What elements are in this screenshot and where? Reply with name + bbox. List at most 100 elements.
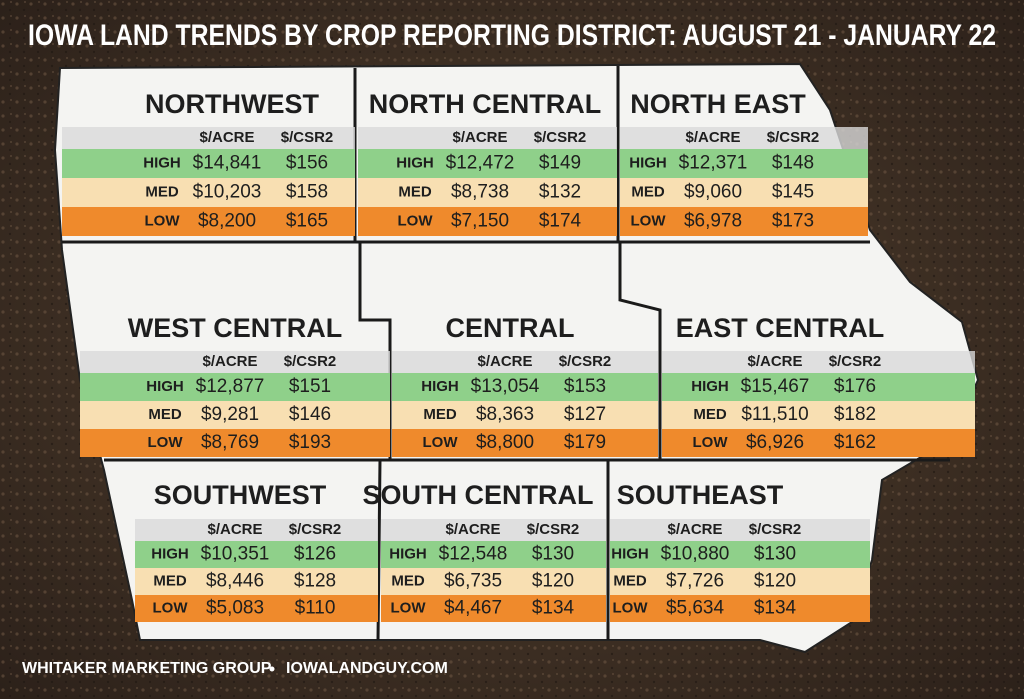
row-band [381, 541, 606, 568]
row-label: LOW [145, 212, 181, 229]
acre-value: $12,548 [439, 544, 508, 565]
column-header: $/ACRE [202, 353, 257, 370]
row-band [392, 373, 658, 401]
title: IOWA LAND TRENDS BY CROP REPORTING DISTR… [28, 19, 996, 52]
row-band [662, 429, 975, 457]
header-band [610, 519, 870, 541]
csr2-value: $126 [294, 544, 336, 565]
row-band [610, 568, 870, 595]
csr2-value: $110 [295, 598, 336, 619]
csr2-value: $130 [754, 544, 796, 565]
district-name: NORTH EAST [630, 89, 806, 119]
column-header: $/ACRE [445, 521, 500, 538]
csr2-value: $158 [286, 182, 328, 203]
acre-value: $11,510 [741, 404, 808, 425]
row-label: MED [153, 572, 187, 589]
acre-value: $5,634 [666, 598, 725, 619]
acre-value: $10,351 [201, 544, 270, 565]
footer-left: WHITAKER MARKETING GROUP [22, 660, 272, 677]
district-name: SOUTHWEST [154, 480, 327, 510]
row-label: HIGH [396, 154, 434, 171]
acre-value: $5,083 [206, 598, 264, 619]
acre-value: $4,467 [444, 598, 502, 619]
csr2-value: $173 [772, 211, 814, 232]
row-band [62, 207, 355, 236]
column-header: $/CSR2 [829, 353, 882, 370]
row-band [610, 595, 870, 622]
header-band [662, 351, 975, 373]
column-header: $/CSR2 [281, 129, 334, 146]
csr2-value: $156 [286, 153, 328, 174]
column-header: $/ACRE [199, 129, 254, 146]
row-label: HIGH [146, 378, 184, 395]
row-label: MED [613, 572, 647, 589]
header-band [392, 351, 658, 373]
column-header: $/ACRE [685, 129, 740, 146]
row-label: LOW [391, 599, 427, 616]
csr2-value: $134 [532, 598, 575, 619]
csr2-value: $132 [539, 182, 581, 203]
csr2-value: $127 [564, 404, 606, 425]
acre-value: $8,363 [476, 404, 534, 425]
acre-value: $13,054 [471, 376, 540, 397]
row-band [358, 149, 617, 178]
row-label: HIGH [151, 545, 189, 562]
row-band [135, 595, 378, 622]
header-band [80, 351, 390, 373]
row-band [135, 541, 378, 568]
acre-value: $8,446 [206, 571, 264, 592]
acre-value: $9,060 [684, 182, 742, 203]
row-label: MED [398, 183, 432, 200]
header-band [62, 127, 355, 149]
acre-value: $6,978 [684, 211, 742, 232]
footer-right: IOWALANDGUY.COM [286, 660, 448, 677]
acre-value: $6,735 [444, 571, 502, 592]
row-label: LOW [148, 434, 184, 451]
row-label: LOW [423, 434, 459, 451]
csr2-value: $120 [754, 571, 796, 592]
column-header: $/ACRE [207, 521, 262, 538]
column-header: $/CSR2 [289, 521, 342, 538]
csr2-value: $165 [286, 211, 328, 232]
row-band [662, 401, 975, 429]
row-label: HIGH [629, 154, 667, 171]
row-band [381, 595, 606, 622]
column-header: $/CSR2 [534, 129, 587, 146]
district-name: WEST CENTRAL [128, 313, 342, 343]
csr2-value: $176 [834, 376, 876, 397]
row-label: HIGH [611, 545, 649, 562]
column-header: $/CSR2 [284, 353, 337, 370]
csr2-value: $146 [289, 404, 331, 425]
border [376, 459, 610, 641]
row-label: HIGH [691, 378, 729, 395]
csr2-value: $162 [834, 432, 876, 453]
row-band [620, 178, 868, 207]
row-label: LOW [613, 599, 649, 616]
csr2-value: $153 [564, 376, 606, 397]
row-label: HIGH [421, 378, 459, 395]
acre-value: $7,726 [666, 571, 724, 592]
row-label: LOW [693, 434, 729, 451]
csr2-value: $134 [754, 598, 797, 619]
district-name: SOUTHEAST [617, 480, 784, 510]
csr2-value: $193 [289, 432, 331, 453]
csr2-value: $120 [532, 571, 574, 592]
acre-value: $8,769 [201, 432, 259, 453]
row-label: MED [148, 406, 182, 423]
header-band [620, 127, 868, 149]
row-band [80, 373, 390, 401]
row-band [610, 541, 870, 568]
district-name: CENTRAL [446, 313, 575, 343]
header-band [358, 127, 617, 149]
row-label: HIGH [143, 154, 181, 171]
row-label: MED [631, 183, 665, 200]
row-band [392, 401, 658, 429]
row-label: LOW [398, 212, 434, 229]
acre-value: $10,880 [661, 544, 730, 565]
acre-value: $14,841 [193, 153, 262, 174]
row-label: MED [693, 406, 727, 423]
row-band [662, 373, 975, 401]
column-header: $/ACRE [452, 129, 507, 146]
